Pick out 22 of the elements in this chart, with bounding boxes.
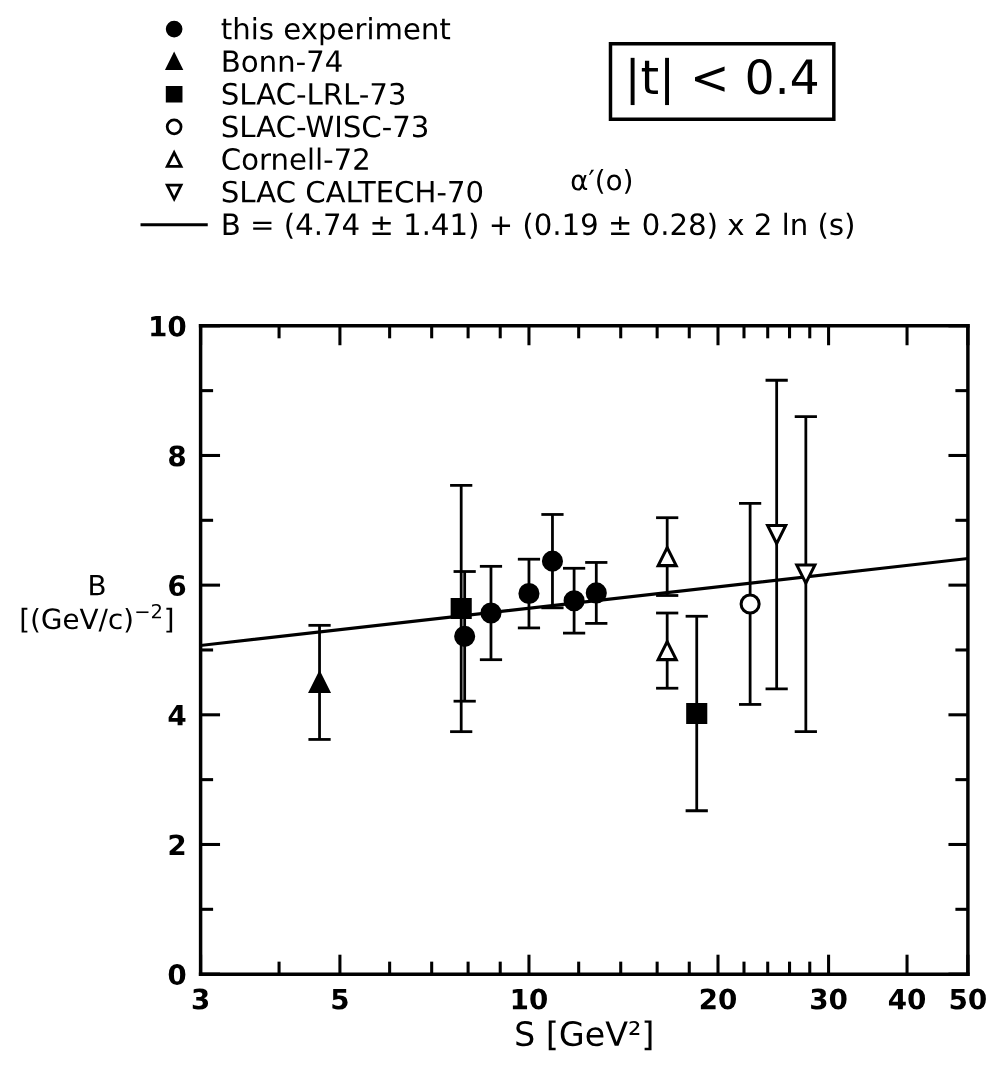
y-tick-label: 0	[168, 964, 186, 986]
legend-label: Bonn-74	[223, 50, 342, 73]
x-tick-label: 3	[192, 988, 209, 1010]
y-tick-label: 2	[169, 834, 185, 856]
text: α′(o)	[571, 169, 632, 194]
legend-label: this experiment	[221, 17, 451, 46]
legend-label: SLAC-WISC-73	[222, 115, 428, 138]
x-tick-label: 10	[512, 988, 547, 1010]
y-tick-label: 10	[151, 315, 186, 337]
text: |t| < 0.4	[630, 57, 818, 106]
x-tick-label: 20	[700, 988, 736, 1010]
legend-label: SLAC CALTECH-70	[222, 180, 483, 203]
legend-label: Cornell-72	[222, 147, 368, 171]
y-tick-label: 8	[169, 445, 185, 467]
x-tick-label: 50	[950, 988, 986, 1010]
y-tick-label: 4	[168, 705, 186, 726]
legend-label: B = (4.74 ± 1.41) + (0.19 ± 0.28) x 2 ln (s)	[223, 212, 853, 239]
x-axis-title: S [GeV²]	[516, 1020, 652, 1051]
x-tick-label: 5	[332, 988, 348, 1010]
x-tick-label: 40	[888, 988, 926, 1010]
legend-label: SLAC-LRL-73	[222, 82, 405, 105]
x-tick-label: 30	[811, 988, 847, 1010]
